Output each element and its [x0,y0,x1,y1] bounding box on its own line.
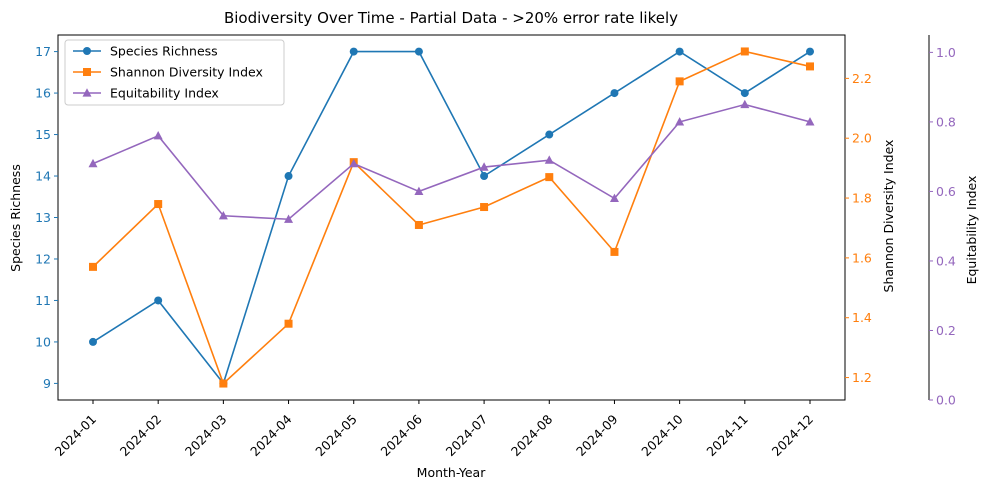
legend-label: Species Richness [110,44,218,59]
right2-tick-label: 0.6 [936,184,956,199]
right-tick-label: 2.2 [852,71,872,86]
right-tick-label: 1.2 [852,370,872,385]
chart-title: Biodiversity Over Time - Partial Data - … [224,9,678,27]
data-point [414,186,424,196]
data-point [806,47,814,56]
data-point [805,117,815,126]
left-tick-label: 15 [35,127,51,142]
x-tick-label: 2024-04 [247,411,295,459]
x-tick-label: 2024-12 [769,412,817,460]
series-shannon-diversity-index [89,47,814,388]
data-point [284,214,294,223]
x-tick-label: 2024-05 [312,412,360,460]
right-tick-label: 2.0 [852,131,872,146]
x-tick-label: 2024-08 [508,411,556,459]
data-point [219,379,228,388]
data-point [480,172,489,181]
left-tick-label: 14 [35,169,51,184]
right-axis-label: Shannon Diversity Index [881,140,896,293]
plot-area [88,47,815,388]
data-point [740,99,750,109]
x-tick-label: 2024-09 [573,411,621,459]
data-point [544,155,554,164]
right-tick-label: 1.6 [852,250,872,265]
right-tick-label: 1.8 [852,191,872,206]
data-point [480,203,489,212]
series-equitability-index [88,99,815,223]
left-tick-label: 17 [35,44,51,59]
data-point [675,117,685,126]
data-point [479,162,489,171]
data-point [89,262,97,271]
data-point [284,172,293,181]
right-tick-label: 1.4 [852,310,872,325]
data-point [89,337,97,346]
legend-marker [82,88,92,97]
left-tick-label: 11 [35,293,51,308]
legend: Species Richness Shannon Diversity Index E… [64,39,285,106]
left-tick-label: 12 [35,251,51,266]
x-tick-label: 2024-11 [703,412,751,460]
right2-axis-label: Equitability Index [964,176,979,285]
data-point [349,47,358,56]
legend-label: Shannon Diversity Index [110,65,263,80]
x-tick-label: 2024-10 [638,411,686,459]
left-tick-label: 16 [35,86,51,101]
right2-tick-label: 0.2 [936,323,956,338]
legend-label: Equitability Index [110,86,219,101]
data-point [153,131,163,140]
series-line [92,103,811,221]
x-axis-label: Month-Year [417,465,487,480]
x-tick-label: 2024-01 [52,412,100,460]
legend-marker [83,68,91,76]
x-tick-label: 2024-03 [182,412,230,460]
data-point [414,47,423,56]
data-point [218,210,228,220]
data-point [806,62,814,71]
data-point [349,158,359,168]
left-tick-label: 13 [35,210,51,225]
data-point [88,158,98,168]
right2-tick-label: 0.4 [936,253,956,268]
x-tick-label: 2024-02 [117,412,165,460]
left-tick-label: 9 [43,376,51,391]
data-point [609,193,619,202]
legend-box [64,39,285,106]
data-point [740,47,749,56]
data-point [545,173,554,182]
data-point [154,296,163,305]
left-tick-label: 10 [35,334,51,349]
x-tick-label: 2024-06 [377,411,425,459]
series-line [92,50,811,385]
data-point [740,89,749,98]
data-point [610,89,619,98]
left-axis-label: Species Richness [8,164,23,272]
right2-tick-label: 1.0 [936,45,956,60]
right2-tick-label: 0.0 [936,393,956,408]
data-point [154,200,163,209]
data-point [284,319,293,328]
data-point [545,130,554,139]
data-point [675,77,684,86]
data-point [675,47,684,56]
x-tick-label: 2024-07 [443,412,491,460]
right2-tick-label: 0.8 [936,114,956,129]
series-line [92,50,811,386]
data-point [610,247,619,256]
legend-marker [83,47,91,55]
data-point [414,220,423,229]
